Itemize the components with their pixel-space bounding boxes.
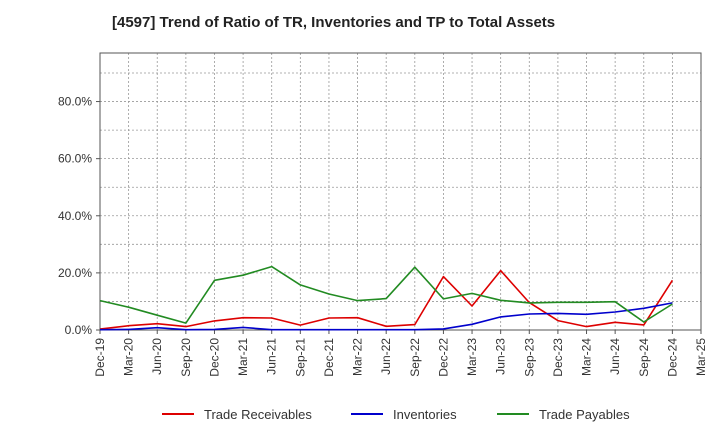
legend-label: Inventories (393, 407, 457, 422)
y-tick-label: 0.0% (65, 323, 93, 337)
x-tick-label: Dec-21 (322, 338, 336, 377)
x-tick-label: Sep-24 (637, 338, 651, 377)
x-tick-label: Sep-22 (408, 338, 422, 377)
x-tick-label: Mar-25 (694, 338, 708, 376)
plot-area (100, 53, 701, 330)
x-tick-label: Dec-24 (665, 338, 679, 377)
x-tick-label: Jun-21 (265, 338, 279, 375)
series-line-inventories (99, 302, 673, 331)
y-tick-label: 20.0% (58, 266, 92, 280)
x-tick-label: Mar-23 (465, 338, 479, 376)
x-tick-label: Mar-22 (351, 338, 365, 376)
series-line-trade-payables (99, 265, 673, 324)
x-tick-label: Jun-20 (150, 338, 164, 375)
series-line-trade-receivables (99, 269, 674, 330)
legend-label: Trade Receivables (204, 407, 312, 422)
x-tick-label: Jun-23 (494, 338, 508, 375)
x-tick-label: Mar-21 (236, 338, 250, 376)
x-tick-label: Sep-21 (293, 338, 307, 377)
y-tick-label: 60.0% (58, 152, 92, 166)
x-tick-label: Mar-24 (580, 338, 594, 376)
legend-label: Trade Payables (539, 407, 630, 422)
x-tick-label: Mar-20 (122, 338, 136, 376)
x-tick-label: Dec-19 (93, 338, 107, 377)
x-tick-label: Dec-22 (436, 338, 450, 377)
x-tick-label: Jun-24 (608, 338, 622, 375)
x-tick-label: Dec-20 (207, 338, 221, 377)
y-tick-label: 80.0% (58, 95, 92, 109)
x-tick-label: Sep-23 (522, 338, 536, 377)
x-tick-label: Jun-22 (379, 338, 393, 375)
y-tick-label: 40.0% (58, 209, 92, 223)
chart-title: [4597] Trend of Ratio of TR, Inventories… (112, 14, 556, 31)
x-tick-label: Sep-20 (179, 338, 193, 377)
x-tick-label: Dec-23 (551, 338, 565, 377)
